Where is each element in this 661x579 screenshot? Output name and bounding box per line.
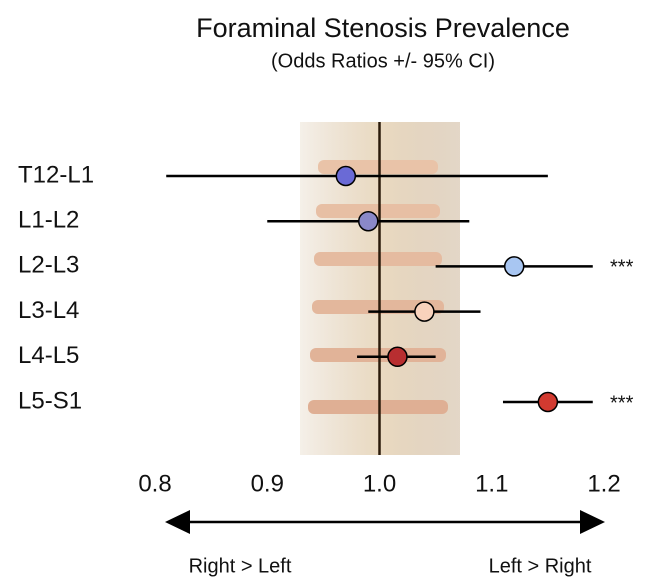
x-tick-label: 0.9 — [251, 470, 284, 497]
x-tick-label: 0.8 — [138, 470, 171, 497]
point — [388, 347, 407, 366]
chart-title: Foraminal Stenosis Prevalence — [196, 13, 570, 43]
direction-label: Right > Left — [189, 555, 292, 577]
chart-subtitle: (Odds Ratios +/- 95% CI) — [271, 50, 495, 72]
y-tick-label: L4-L5 — [18, 342, 79, 369]
point — [336, 167, 355, 186]
y-tick-label: T12-L1 — [18, 161, 94, 188]
chart: Foraminal Stenosis Prevalence (Odds Rati… — [0, 0, 661, 579]
significance-label: *** — [610, 392, 634, 414]
x-tick-label: 1.1 — [475, 470, 508, 497]
y-tick-label: L1-L2 — [18, 207, 79, 234]
direction-arrow — [165, 510, 605, 534]
point — [415, 302, 434, 321]
y-tick-label: L5-S1 — [18, 387, 82, 414]
significance-label: *** — [610, 257, 634, 279]
direction-label: Left > Right — [489, 555, 592, 577]
point — [538, 393, 557, 412]
x-tick-label: 1.2 — [587, 470, 620, 497]
x-tick-label: 1.0 — [363, 470, 396, 497]
y-tick-label: L3-L4 — [18, 297, 79, 324]
y-tick-label: L2-L3 — [18, 252, 79, 279]
point — [359, 212, 378, 231]
point — [505, 257, 524, 276]
